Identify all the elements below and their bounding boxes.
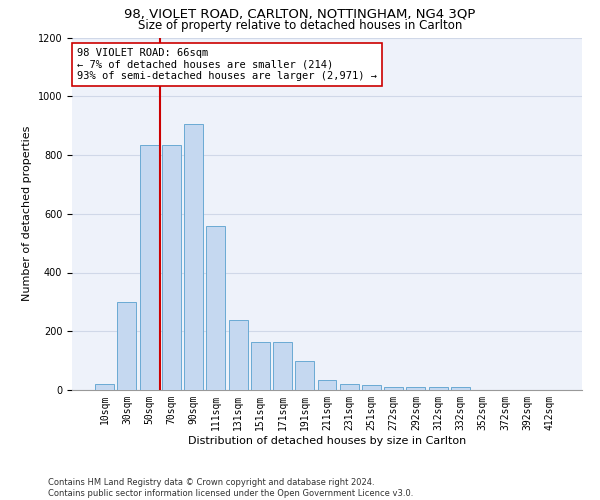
X-axis label: Distribution of detached houses by size in Carlton: Distribution of detached houses by size … xyxy=(188,436,466,446)
Bar xyxy=(295,360,314,390)
Bar xyxy=(118,302,136,390)
Bar xyxy=(317,380,337,390)
Text: 98 VIOLET ROAD: 66sqm
← 7% of detached houses are smaller (214)
93% of semi-deta: 98 VIOLET ROAD: 66sqm ← 7% of detached h… xyxy=(77,48,377,82)
Bar xyxy=(273,342,292,390)
Y-axis label: Number of detached properties: Number of detached properties xyxy=(22,126,32,302)
Bar xyxy=(429,387,448,390)
Bar xyxy=(140,144,158,390)
Bar xyxy=(406,387,425,390)
Bar xyxy=(184,124,203,390)
Bar xyxy=(340,384,359,390)
Bar xyxy=(95,384,114,390)
Bar xyxy=(384,387,403,390)
Bar xyxy=(206,226,225,390)
Bar xyxy=(362,384,381,390)
Text: 98, VIOLET ROAD, CARLTON, NOTTINGHAM, NG4 3QP: 98, VIOLET ROAD, CARLTON, NOTTINGHAM, NG… xyxy=(124,8,476,20)
Text: Contains HM Land Registry data © Crown copyright and database right 2024.
Contai: Contains HM Land Registry data © Crown c… xyxy=(48,478,413,498)
Bar xyxy=(229,320,248,390)
Bar xyxy=(251,342,270,390)
Text: Size of property relative to detached houses in Carlton: Size of property relative to detached ho… xyxy=(138,18,462,32)
Bar xyxy=(451,387,470,390)
Bar xyxy=(162,144,181,390)
